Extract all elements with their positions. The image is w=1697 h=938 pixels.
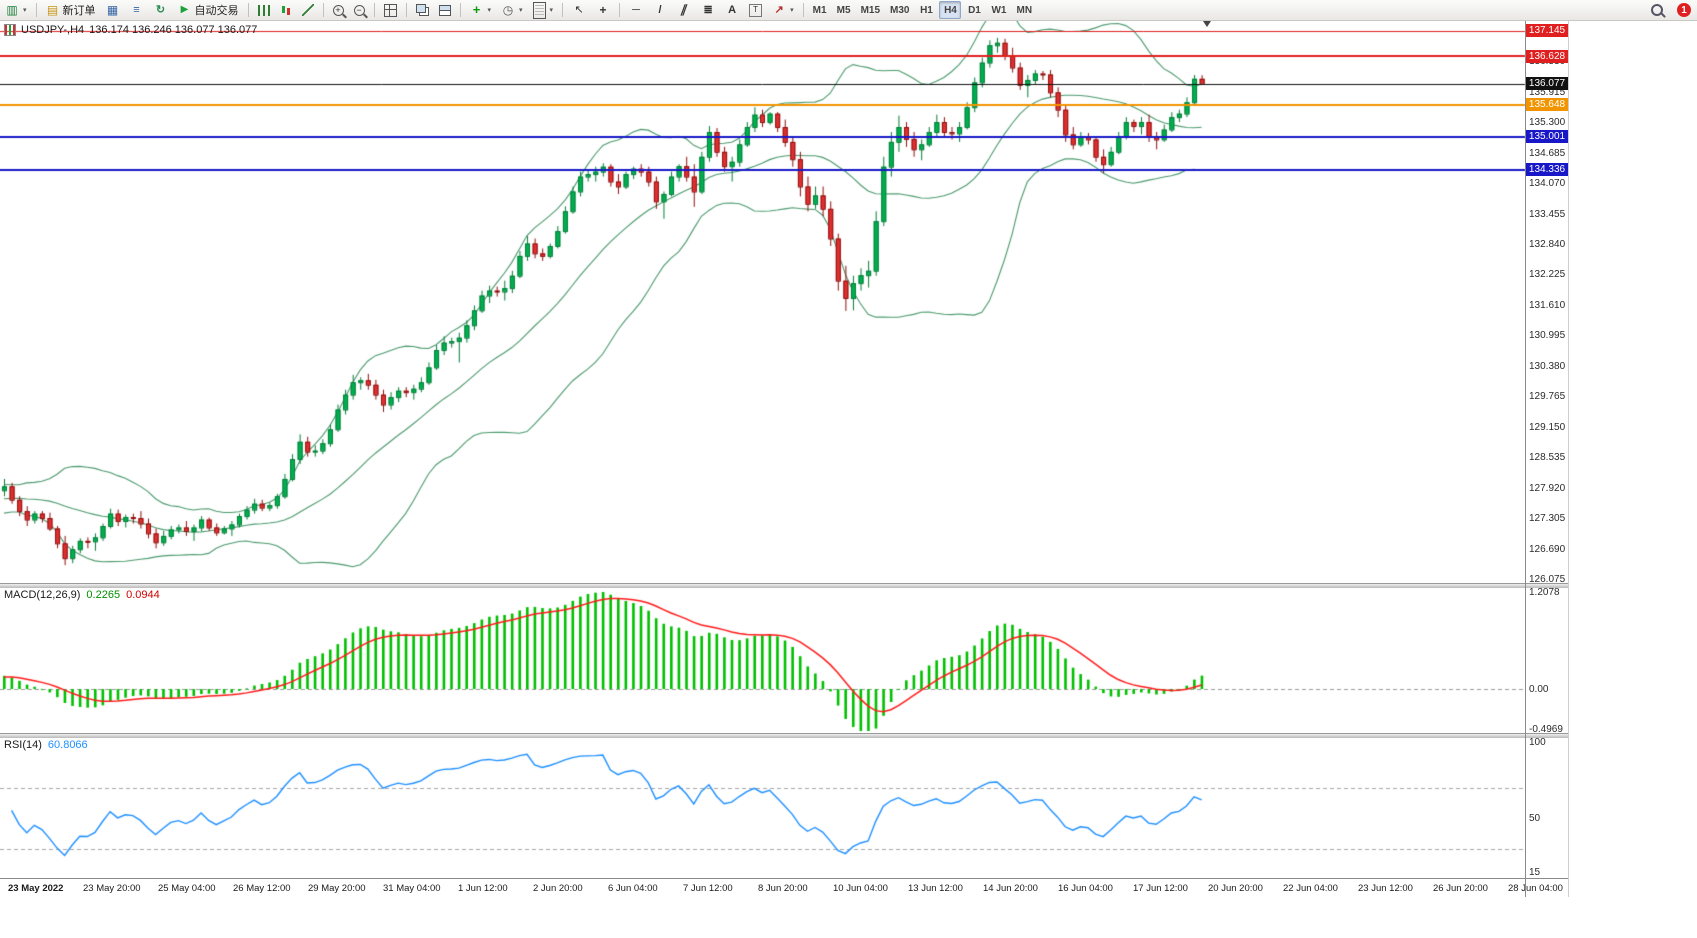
price-line-badge[interactable]: 134.336 xyxy=(1526,163,1568,177)
crosshair-button[interactable]: + xyxy=(592,1,614,19)
horizontal-line-button[interactable]: ─ xyxy=(625,1,647,19)
price-line-badge[interactable]: 135.648 xyxy=(1526,98,1568,112)
toolbar-separator xyxy=(459,3,461,17)
toolbar: ▥ ▾ ▤ 新订单 ▦ ≡ ↻ ▶ 自动交易 + − + ▾ ◷ ▾ ▾ ↖ + ─ / ∥ ≣ A T ↗ ▾ M1 M5 M15 M3… xyxy=(0,0,1697,21)
toolbar-right: 1 xyxy=(1651,0,1691,20)
profiles-icon: ▦ xyxy=(106,3,119,17)
toolbar-separator xyxy=(373,3,375,17)
fibo-icon: ≣ xyxy=(703,4,713,16)
pane-splitter-macd[interactable] xyxy=(0,583,1568,588)
channel-icon: ∥ xyxy=(679,4,689,16)
equidistant-channel-button[interactable]: ∥ xyxy=(673,1,695,19)
text-button[interactable]: A xyxy=(721,1,743,19)
chart-bars-button[interactable] xyxy=(254,1,274,19)
arrows-icon: ↗ xyxy=(774,4,784,16)
tab-timeframe-D1[interactable]: D1 xyxy=(963,1,985,19)
trendline-icon: / xyxy=(658,4,662,16)
candles-icon xyxy=(280,4,292,16)
toolbar-separator xyxy=(247,3,249,17)
new-order-label: 新订单 xyxy=(62,5,96,17)
cursor-button[interactable]: ↖ xyxy=(568,1,590,19)
tile-windows-button[interactable] xyxy=(380,1,401,19)
toolbar-separator xyxy=(562,3,564,17)
linechart-icon xyxy=(301,4,314,16)
chevron-down-icon: ▾ xyxy=(790,7,794,14)
search-icon[interactable] xyxy=(1651,4,1663,16)
order-icon: ▤ xyxy=(46,3,59,17)
cascade-icon xyxy=(415,4,426,13)
arrow-objects-button[interactable]: ↗ ▾ xyxy=(768,1,798,19)
arrange-windows-button[interactable] xyxy=(435,1,455,19)
fibonacci-retracement-button[interactable]: ≣ xyxy=(697,1,719,19)
plus-icon: + xyxy=(472,2,481,17)
tab-timeframe-MN[interactable]: MN xyxy=(1012,1,1036,19)
watch-icon: ≡ xyxy=(133,4,140,16)
new-chart-button[interactable]: ▥ ▾ xyxy=(1,1,31,19)
refresh-icon: ↻ xyxy=(155,4,166,16)
price-line-badge[interactable]: 135.001 xyxy=(1526,130,1568,144)
bars-icon xyxy=(257,4,270,16)
market-watch-button[interactable]: ≡ xyxy=(126,1,148,19)
chevron-down-icon: ▾ xyxy=(23,7,27,14)
periods-list-button[interactable]: ◷ ▾ xyxy=(497,1,527,19)
crosshair-icon: + xyxy=(599,3,607,17)
zoomin-icon: + xyxy=(332,4,344,16)
hline-icon: ─ xyxy=(632,4,640,16)
charts-profile-button[interactable]: ▦ xyxy=(102,1,124,19)
autotrading-label: 自动交易 xyxy=(194,5,239,17)
chevron-down-icon: ▾ xyxy=(487,7,492,14)
tab-timeframe-H1[interactable]: H1 xyxy=(915,1,937,19)
template-icon xyxy=(532,1,546,19)
toolbar-buttons: ▥ ▾ ▤ 新订单 ▦ ≡ ↻ ▶ 自动交易 + − + ▾ ◷ ▾ ▾ ↖ + ─ / ∥ ≣ A T ↗ ▾ M1 M5 M15 M3… xyxy=(0,0,1037,20)
text-icon: A xyxy=(728,4,737,16)
indicators-list-button[interactable]: + ▾ xyxy=(466,1,496,19)
tab-timeframe-M5[interactable]: M5 xyxy=(833,1,855,19)
tab-timeframe-M30[interactable]: M30 xyxy=(886,1,913,19)
chevron-down-icon: ▾ xyxy=(519,7,523,14)
templates-button[interactable]: ▾ xyxy=(529,1,558,19)
zoom-out-button[interactable]: − xyxy=(350,1,369,19)
tab-timeframe-M15[interactable]: M15 xyxy=(857,1,884,19)
zoom-in-button[interactable]: + xyxy=(329,1,348,19)
play-icon: ▶ xyxy=(180,4,189,15)
price-line-badge[interactable]: 137.145 xyxy=(1526,24,1568,38)
price-line-badge[interactable]: 136.628 xyxy=(1526,49,1568,63)
toolbar-separator xyxy=(35,3,37,17)
refresh-button[interactable]: ↻ xyxy=(150,1,172,19)
price-line-badge[interactable]: 136.077 xyxy=(1526,77,1568,91)
chevron-down-icon: ▾ xyxy=(549,7,554,14)
cascade-windows-button[interactable] xyxy=(412,1,433,19)
tab-timeframe-H4[interactable]: H4 xyxy=(939,1,962,19)
pane-splitter-rsi[interactable] xyxy=(0,733,1568,738)
zoomout-icon: − xyxy=(353,4,365,16)
arrange-icon xyxy=(438,4,451,11)
textlabel-icon: T xyxy=(749,3,763,17)
trendline-button[interactable]: / xyxy=(649,1,671,19)
tab-timeframe-W1[interactable]: W1 xyxy=(987,1,1010,19)
chart-icon: ▥ xyxy=(6,3,18,17)
chart-candlesticks-button[interactable] xyxy=(276,1,296,19)
tile-icon xyxy=(383,3,397,17)
clock-icon: ◷ xyxy=(502,3,514,17)
autotrading-button[interactable]: ▶ 自动交易 xyxy=(174,1,243,19)
chart-line-button[interactable] xyxy=(298,1,318,19)
cursor-icon: ↖ xyxy=(574,4,584,16)
notification-badge[interactable]: 1 xyxy=(1677,3,1691,17)
toolbar-separator xyxy=(322,3,324,17)
toolbar-separator xyxy=(405,3,407,17)
toolbar-separator xyxy=(619,3,621,17)
text-label-button[interactable]: T xyxy=(745,1,766,19)
tab-timeframe-M1[interactable]: M1 xyxy=(809,1,831,19)
new-order-button[interactable]: ▤ 新订单 xyxy=(42,1,100,19)
toolbar-separator xyxy=(802,3,804,17)
